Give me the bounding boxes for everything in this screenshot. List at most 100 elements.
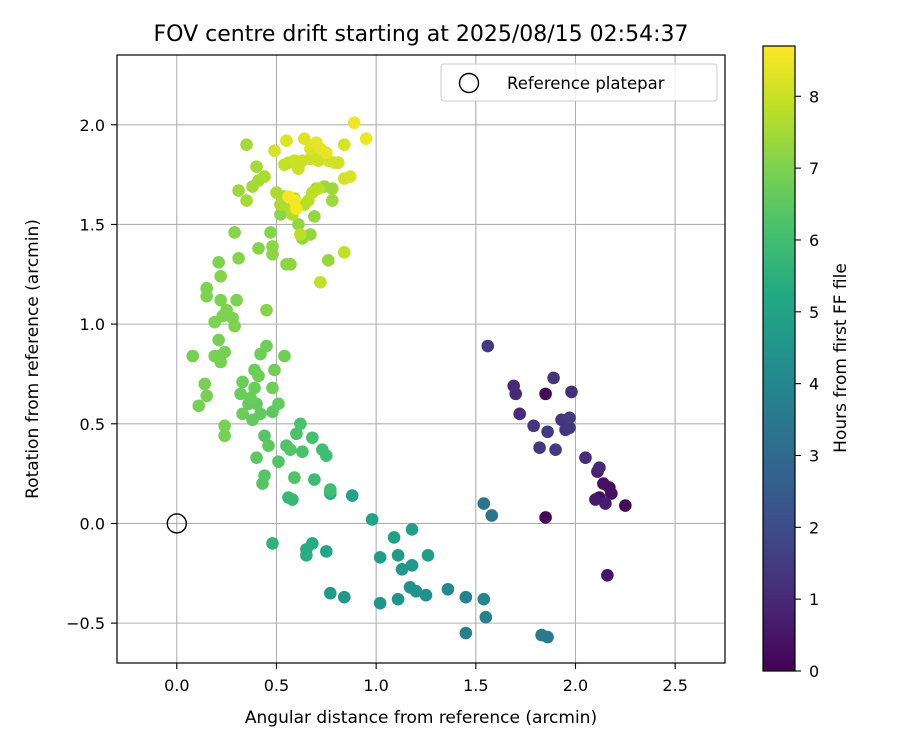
data-point (218, 419, 231, 433)
x-tick-label: 2.5 (662, 676, 687, 695)
data-point (218, 345, 231, 359)
data-point (284, 443, 297, 457)
data-point (304, 228, 317, 241)
y-axis-label: Rotation from reference (arcmin) (23, 219, 43, 499)
data-point (250, 160, 263, 173)
data-point (479, 610, 493, 624)
reference-point-marker (166, 513, 188, 534)
data-point (459, 590, 473, 604)
data-point (513, 407, 526, 421)
data-point (220, 303, 233, 317)
data-point (290, 427, 303, 441)
data-point (337, 138, 351, 152)
data-point (599, 497, 612, 510)
colorbar-ticks: 0 1 2 3 4 5 6 7 8 (795, 87, 819, 681)
data-point (252, 369, 265, 383)
data-point (579, 451, 592, 464)
data-point (485, 509, 499, 522)
data-point (539, 387, 552, 401)
data-point (250, 451, 263, 464)
data-point (278, 349, 291, 363)
data-point (278, 158, 291, 171)
data-point (549, 443, 562, 457)
colorbar-tick-label: 5 (809, 303, 819, 322)
data-point (314, 275, 327, 289)
data-point (481, 339, 495, 353)
colorbar-tick-label: 6 (809, 231, 819, 250)
data-point (256, 477, 269, 490)
data-point (236, 407, 249, 421)
chart-title: FOV centre drift starting at 2025/08/15 … (154, 22, 689, 47)
data-point (395, 563, 409, 576)
data-point (232, 252, 245, 265)
colorbar-tick-label: 7 (809, 159, 819, 178)
data-point (539, 511, 552, 524)
data-point (212, 333, 225, 347)
data-point (320, 146, 333, 159)
data-point (280, 134, 293, 148)
data-point (290, 202, 303, 215)
x-axis-label: Angular distance from reference (arcmin) (245, 708, 597, 728)
data-point (323, 483, 337, 496)
y-tick-label: 1.5 (80, 215, 105, 234)
plot-frame (116, 54, 726, 664)
data-point (260, 339, 273, 353)
colorbar (763, 46, 795, 671)
data-point (186, 349, 200, 363)
data-point (264, 226, 277, 239)
data-point (337, 246, 351, 259)
data-point (294, 417, 307, 431)
colorbar-tick-label: 4 (809, 375, 819, 394)
data-point (192, 399, 206, 413)
data-points (186, 116, 632, 644)
data-point (248, 381, 261, 395)
colorbar-tick-label: 8 (809, 87, 819, 106)
data-point (325, 194, 339, 207)
data-point (232, 184, 245, 197)
data-point (605, 487, 618, 500)
data-point (214, 269, 227, 283)
data-point (236, 375, 249, 389)
data-point (527, 419, 540, 433)
data-point (296, 445, 309, 458)
data-point (218, 429, 231, 443)
data-point (282, 491, 295, 504)
data-point (200, 389, 214, 403)
data-point (240, 138, 253, 152)
data-point (320, 449, 333, 462)
data-point (272, 455, 285, 468)
data-point (212, 256, 225, 269)
data-point (391, 549, 405, 562)
data-point (230, 293, 243, 307)
data-point (373, 551, 387, 564)
data-point (347, 116, 361, 130)
data-point (260, 303, 273, 317)
data-point (331, 156, 345, 169)
data-point (320, 545, 333, 558)
x-tick-label: 1.5 (463, 676, 488, 695)
data-point (258, 429, 271, 443)
data-point (387, 531, 401, 544)
data-point (274, 208, 287, 221)
legend-reference-marker-icon (458, 72, 480, 94)
legend: Reference platepar (440, 63, 718, 102)
data-point (234, 387, 247, 401)
data-point (200, 281, 214, 295)
data-point (593, 461, 606, 474)
colorbar-label: Hours from first FF file (831, 263, 851, 453)
data-point (563, 421, 576, 435)
data-point (322, 254, 335, 267)
data-point (268, 363, 281, 377)
data-point (266, 537, 279, 550)
data-point (312, 182, 325, 195)
y-tick-label: 0.0 (80, 514, 105, 533)
y-tick-label: 2.0 (80, 116, 105, 135)
data-point (477, 497, 491, 510)
data-point (246, 413, 259, 427)
data-point (533, 441, 546, 455)
data-point (308, 473, 321, 486)
data-point (240, 194, 253, 207)
data-point (421, 549, 435, 562)
data-point (541, 425, 554, 439)
